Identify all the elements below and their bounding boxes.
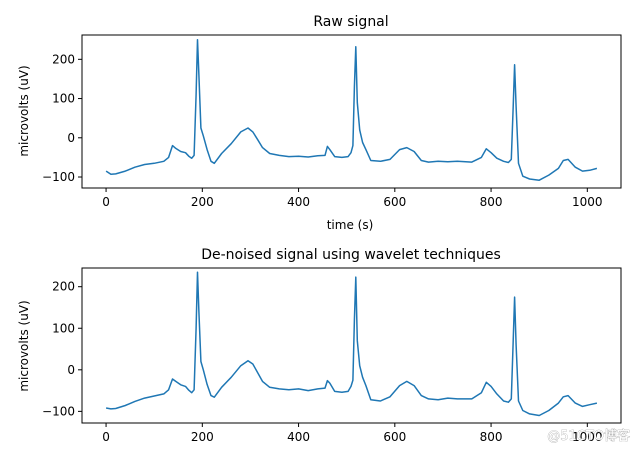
- y-tick-label: 0: [67, 131, 75, 145]
- x-tick-label: 0: [102, 430, 110, 444]
- x-tick-label: 800: [480, 195, 503, 209]
- y-axis-label: microvolts (uV): [17, 65, 31, 156]
- watermark: @51CTO博客: [547, 428, 630, 444]
- subplot-title: Raw signal: [313, 14, 388, 30]
- plot-frame: [81, 267, 622, 424]
- x-tick-label: 200: [191, 195, 214, 209]
- y-tick-label: 200: [52, 280, 75, 294]
- x-tick-label: 600: [383, 195, 406, 209]
- y-axis-label: microvolts (uV): [17, 300, 31, 391]
- subplot-raw-signal: Raw signal time (s) microvolts (uV) 0 200…: [17, 14, 622, 232]
- y-tick-label: 100: [52, 321, 75, 335]
- plot-frame: [81, 34, 622, 189]
- subplot-denoised-signal: De-noised signal using wavelet technique…: [17, 247, 622, 444]
- y-tick-label: 200: [52, 52, 75, 66]
- denoised-signal-line: [105, 271, 598, 417]
- x-tick-label: 0: [102, 195, 110, 209]
- tick-group: 0 200 400 600 800 1000 −100 0 100 200: [42, 280, 603, 444]
- y-tick-label: 0: [67, 363, 75, 377]
- raw-signal-line: [105, 38, 598, 181]
- x-tick-label: 800: [480, 430, 503, 444]
- x-tick-label: 600: [383, 430, 406, 444]
- y-tick-label: −100: [42, 404, 75, 418]
- x-tick-label: 200: [191, 430, 214, 444]
- x-axis-label: time (s): [327, 218, 374, 232]
- subplot-title: De-noised signal using wavelet technique…: [201, 247, 501, 263]
- y-tick-label: 100: [52, 92, 75, 106]
- x-tick-label: 1000: [572, 195, 603, 209]
- tick-group: 0 200 400 600 800 1000 −100 0 100 200: [42, 52, 603, 209]
- x-tick-label: 1000: [572, 430, 603, 444]
- x-tick-label: 400: [287, 195, 310, 209]
- x-tick-label: 400: [287, 430, 310, 444]
- y-tick-label: −100: [42, 170, 75, 184]
